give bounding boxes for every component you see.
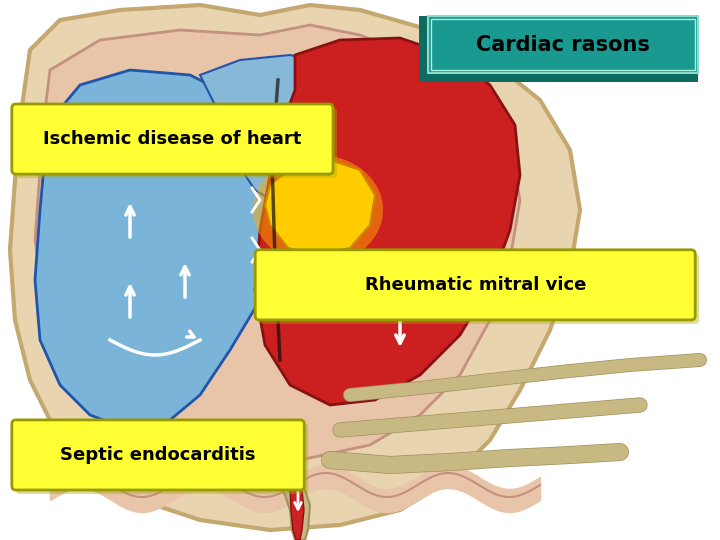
Text: Cardiac rasons: Cardiac rasons: [477, 35, 650, 55]
FancyBboxPatch shape: [426, 16, 698, 76]
FancyBboxPatch shape: [421, 16, 698, 80]
FancyBboxPatch shape: [419, 16, 698, 82]
FancyBboxPatch shape: [12, 420, 305, 490]
FancyBboxPatch shape: [424, 16, 698, 77]
Text: Septic endocarditis: Septic endocarditis: [60, 446, 256, 464]
Polygon shape: [35, 25, 520, 460]
FancyBboxPatch shape: [259, 254, 699, 324]
FancyBboxPatch shape: [428, 16, 698, 73]
FancyBboxPatch shape: [427, 16, 698, 75]
FancyBboxPatch shape: [255, 250, 696, 320]
Text: Rheumatic mitral vice: Rheumatic mitral vice: [364, 276, 586, 294]
Polygon shape: [10, 5, 580, 530]
FancyBboxPatch shape: [12, 104, 333, 174]
Polygon shape: [265, 160, 375, 255]
Polygon shape: [275, 470, 310, 540]
Polygon shape: [35, 70, 280, 430]
FancyBboxPatch shape: [16, 424, 308, 494]
Polygon shape: [255, 38, 520, 405]
Polygon shape: [290, 475, 304, 540]
FancyBboxPatch shape: [16, 108, 337, 178]
Text: Ischemic disease of heart: Ischemic disease of heart: [43, 130, 302, 148]
Ellipse shape: [253, 155, 383, 265]
Polygon shape: [200, 55, 370, 205]
FancyBboxPatch shape: [423, 16, 698, 79]
